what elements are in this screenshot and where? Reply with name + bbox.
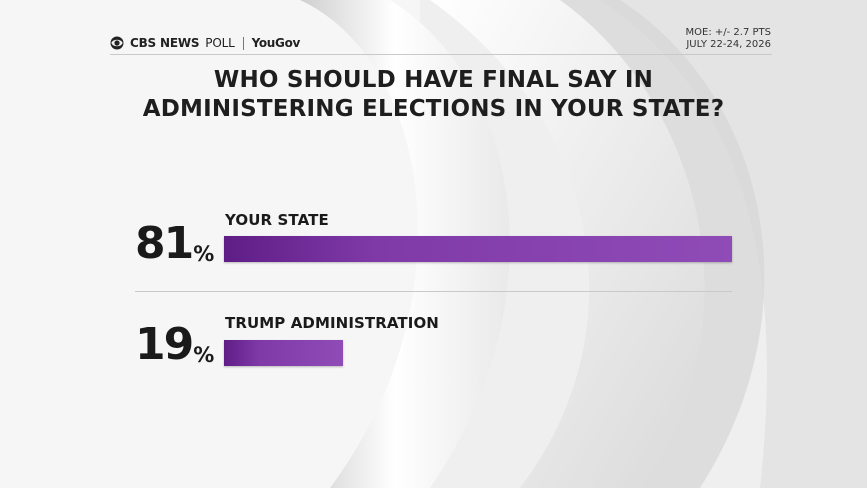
chart-title: WHO SHOULD HAVE FINAL SAY IN ADMINISTERI… — [60, 66, 807, 124]
cbs-eye-icon — [110, 36, 124, 50]
value-number: 81 — [135, 218, 194, 269]
row-divider — [135, 291, 732, 292]
cbs-news-poll-logo: CBS NEWS POLL YouGov — [110, 34, 300, 52]
value-label-trump-administration: 19 % — [135, 319, 215, 370]
title-line-2: ADMINISTERING ELECTIONS IN YOUR STATE? — [142, 96, 725, 122]
value-label-your-state: 81 % — [135, 218, 215, 269]
category-label-trump-administration: TRUMP ADMINISTRATION — [225, 314, 439, 332]
header-rule — [110, 54, 772, 55]
title-line-1: WHO SHOULD HAVE FINAL SAY IN — [213, 67, 654, 93]
value-number: 19 — [135, 319, 194, 370]
poll-dates: JULY 22-24, 2026 — [686, 39, 771, 50]
bar-your-state — [224, 236, 732, 262]
category-label-your-state: YOUR STATE — [225, 211, 329, 229]
bar-trump-administration — [224, 340, 343, 366]
poll-meta: MOE: +/- 2.7 PTS JULY 22-24, 2026 — [686, 27, 771, 51]
margin-of-error: MOE: +/- 2.7 PTS — [685, 27, 771, 38]
percent-sign: % — [193, 242, 215, 266]
poll-label: POLL — [205, 36, 235, 50]
percent-sign: % — [193, 343, 215, 367]
partner-name: YouGov — [251, 36, 301, 50]
brand-name: CBS NEWS — [130, 36, 200, 50]
logo-separator — [242, 36, 244, 50]
